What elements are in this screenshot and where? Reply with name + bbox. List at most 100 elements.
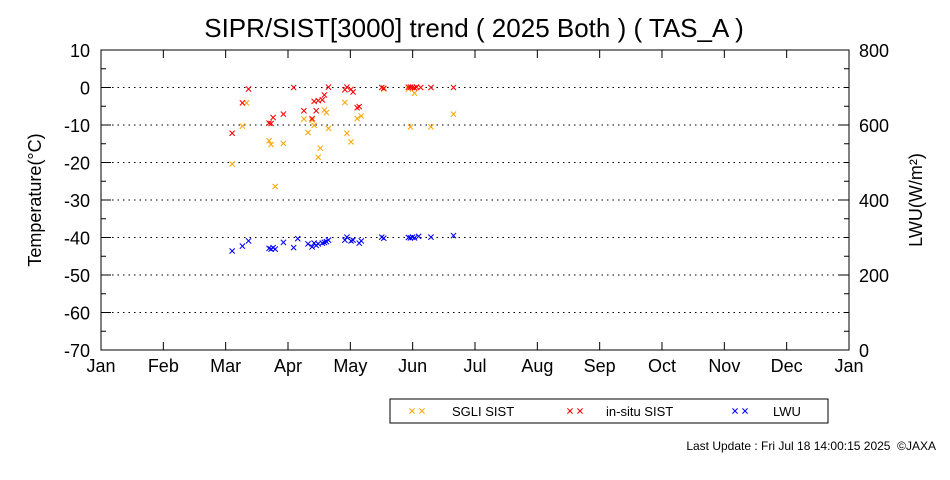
- in-situ-sist-point: [321, 92, 328, 98]
- legend-marker: [567, 408, 573, 414]
- lwu-point: [290, 244, 297, 251]
- sgli-sist-point: [266, 137, 272, 144]
- legend-item-sgli-sist: SGLI SIST: [409, 404, 514, 419]
- in-situ-sist-point: [300, 107, 307, 114]
- x-tick-label: Jan: [86, 356, 115, 376]
- lwu-point: [411, 234, 418, 241]
- series-lwu: [229, 232, 457, 254]
- in-situ-sist-point: [309, 115, 316, 122]
- grid-lines: [101, 87, 849, 313]
- y-tick-label: -20: [64, 154, 90, 174]
- sgli-sist-point: [450, 111, 457, 118]
- in-situ-sist-point: [268, 120, 275, 127]
- y-tick-label: -70: [64, 341, 90, 361]
- last-update-text: Last Update : Fri Jul 18 14:00:15 2025: [686, 439, 891, 453]
- lwu-point: [415, 233, 422, 240]
- sgli-sist-point: [343, 130, 350, 137]
- in-situ-sist-point: [313, 107, 320, 114]
- legend-item-lwu: LWU: [732, 404, 801, 419]
- legend-marker: [419, 408, 425, 414]
- x-tick-label: May: [333, 356, 367, 376]
- y-tick-label: 0: [80, 79, 90, 99]
- in-situ-sist-point: [245, 86, 252, 92]
- lwu-point: [341, 237, 348, 244]
- x-tick-label: Aug: [521, 356, 553, 376]
- sgli-sist-point: [358, 113, 365, 119]
- legend-marker: [732, 408, 738, 414]
- sgli-sist-point: [325, 125, 332, 132]
- chart-title: SIPR/SIST[3000] trend ( 2025 Both ) ( TA…: [204, 13, 744, 43]
- sgli-sist-point: [407, 123, 414, 130]
- in-situ-sist-point: [290, 84, 297, 91]
- y2-tick-label: 600: [859, 116, 889, 136]
- lwu-point: [239, 243, 246, 250]
- copyright-text: ©JAXA: [897, 439, 936, 453]
- y-tick-label: -40: [64, 229, 90, 249]
- in-situ-sist-point: [427, 84, 434, 91]
- sgli-sist-point: [229, 161, 236, 167]
- lwu-point: [450, 232, 457, 239]
- sgli-sist-point: [300, 116, 307, 122]
- lwu-point: [309, 243, 316, 250]
- legend-box: [389, 398, 829, 424]
- in-situ-sist-point: [325, 84, 332, 91]
- y2-axis-tick-labels: 800 600 400 200 0: [859, 41, 889, 361]
- sgli-sist-point: [268, 141, 275, 148]
- sgli-sist-point: [280, 140, 287, 147]
- sgli-sist-point: [323, 109, 330, 116]
- x-axis-tick-labels: Jan Feb Mar Apr May Jun Jul Aug Sep Oct Nov Dec Jan: [86, 356, 863, 376]
- sgli-sist-point: [411, 90, 418, 97]
- lwu-point: [325, 237, 332, 244]
- in-situ-sist-point: [229, 130, 236, 137]
- legend-marker: [742, 408, 748, 414]
- lwu-point: [350, 237, 357, 244]
- y-tick-label: -50: [64, 266, 90, 286]
- x-tick-label: Oct: [648, 356, 676, 376]
- x-tick-label: Jan: [834, 356, 863, 376]
- y2-axis-label: LWU(W/m²): [906, 153, 926, 247]
- x-tick-label: Dec: [771, 356, 803, 376]
- legend-marker: [409, 408, 415, 414]
- sgli-sist-point: [354, 115, 361, 122]
- y2-tick-label: 200: [859, 266, 889, 286]
- x-tick-label: Apr: [274, 356, 302, 376]
- y-tick-label: 10: [70, 41, 90, 61]
- lwu-point: [380, 235, 387, 242]
- sgli-sist-point: [317, 145, 324, 152]
- sgli-sist-point: [341, 99, 348, 106]
- in-situ-sist-point: [270, 114, 277, 121]
- y-tick-label: -30: [64, 191, 90, 211]
- y2-tick-label: 0: [859, 341, 869, 361]
- legend-label: SGLI SIST: [452, 404, 514, 419]
- lwu-point: [427, 234, 434, 241]
- footer: Last Update : Fri Jul 18 14:00:15 2025 ©…: [686, 439, 936, 453]
- in-situ-sist-point: [343, 84, 350, 91]
- in-situ-sist-point: [350, 89, 357, 95]
- y-axis-label: Temperature(°C): [25, 133, 45, 266]
- series-sgli-sist: [229, 86, 457, 190]
- lwu-point: [305, 240, 311, 247]
- lwu-point: [294, 235, 301, 242]
- sgli-sist-point: [239, 123, 246, 130]
- in-situ-sist-point: [417, 84, 424, 91]
- lwu-point: [358, 237, 365, 244]
- y-tick-label: -10: [64, 116, 90, 136]
- sgli-sist-point: [315, 154, 322, 161]
- lwu-point: [272, 246, 279, 253]
- lwu-point: [280, 239, 287, 246]
- y2-tick-label: 800: [859, 41, 889, 61]
- x-tick-label: Feb: [148, 356, 179, 376]
- x-tick-label: Mar: [210, 356, 241, 376]
- axis-ticks: [100, 49, 850, 351]
- in-situ-sist-point: [239, 99, 246, 106]
- legend-item-in-situ-sist: in-situ SIST: [567, 404, 673, 419]
- sgli-sist-point: [348, 138, 354, 145]
- sgli-sist-point: [309, 117, 316, 124]
- sgli-sist-point: [305, 129, 311, 136]
- sgli-sist-point: [272, 183, 279, 190]
- in-situ-sist-point: [319, 96, 326, 103]
- y-tick-label: -60: [64, 304, 90, 324]
- lwu-point: [245, 237, 252, 244]
- legend-label: LWU: [773, 404, 801, 419]
